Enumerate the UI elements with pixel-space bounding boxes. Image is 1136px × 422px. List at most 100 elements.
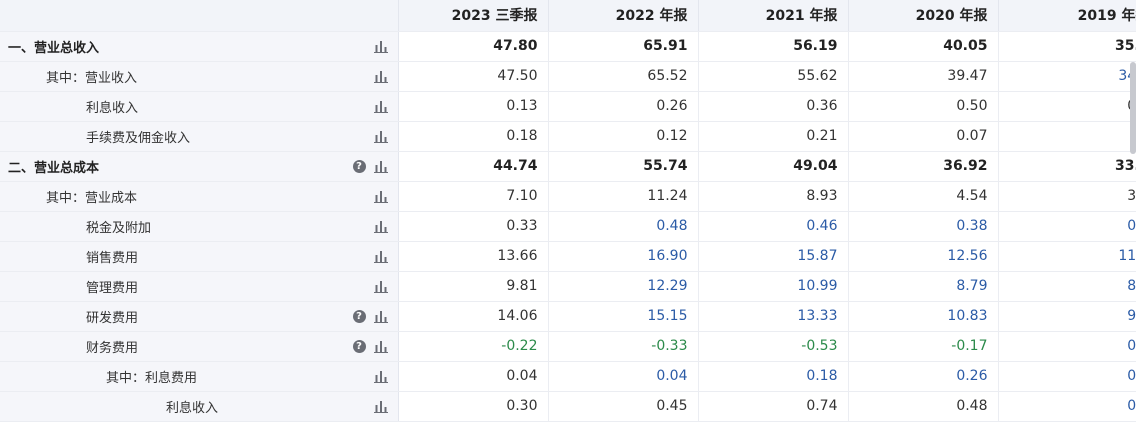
row-label-cell: 销售费用 <box>0 241 399 272</box>
row-label: 一、营业总收入 <box>8 40 100 56</box>
value-cell[interactable]: 12.56 <box>848 241 999 272</box>
row-label-cell: 税金及附加 <box>0 211 399 242</box>
value-cell[interactable]: 9.6 <box>998 301 1136 332</box>
bar-chart-icon[interactable] <box>373 130 388 143</box>
help-icon[interactable]: ? <box>352 310 366 323</box>
value-cell[interactable]: 0.46 <box>698 211 849 242</box>
header-corner <box>0 0 399 32</box>
value-cell: 9.81 <box>398 271 549 302</box>
help-icon[interactable]: ? <box>352 160 366 173</box>
value-cell[interactable]: 0.26 <box>848 361 999 392</box>
column-header[interactable]: 2021 年报 <box>698 0 849 32</box>
bar-chart-icon[interactable] <box>373 370 388 383</box>
bar-chart-icon[interactable] <box>373 250 388 263</box>
row-icons <box>373 272 388 301</box>
value-cell: 7.10 <box>398 181 549 212</box>
row-icons <box>373 392 388 421</box>
bar-chart-icon[interactable] <box>373 340 388 353</box>
value-cell[interactable]: 12.29 <box>548 271 699 302</box>
bar-chart-icon[interactable] <box>373 70 388 83</box>
row-icons <box>373 212 388 241</box>
value-cell: 0.30 <box>398 391 549 422</box>
bar-chart-icon[interactable] <box>373 190 388 203</box>
row-label: 利息收入 <box>166 400 219 416</box>
value-cell[interactable]: 8.2 <box>998 271 1136 302</box>
value-cell: 36.92 <box>848 151 999 182</box>
value-cell: -0.22 <box>398 331 549 362</box>
value-cell[interactable]: 10.99 <box>698 271 849 302</box>
table-header-row: 2023 三季报 2022 年报 2021 年报 2020 年报 2019 年报 <box>0 0 1136 32</box>
value-cell: 0.21 <box>698 121 849 152</box>
help-icon[interactable]: ? <box>352 340 366 353</box>
value-cell[interactable]: 8.79 <box>848 271 999 302</box>
value-cell: 0.26 <box>548 91 699 122</box>
value-cell: 0.12 <box>548 121 699 152</box>
row-icons: ? <box>352 152 388 181</box>
value-cell: 0.13 <box>398 91 549 122</box>
value-cell: 0.45 <box>548 391 699 422</box>
value-cell: 0.74 <box>698 391 849 422</box>
value-cell[interactable]: 0.6 <box>998 361 1136 392</box>
column-header[interactable]: 2023 三季报 <box>398 0 549 32</box>
column-header[interactable]: 2022 年报 <box>548 0 699 32</box>
row-label: 财务费用 <box>86 340 139 356</box>
row-icons: ? <box>352 302 388 331</box>
value-cell: 65.52 <box>548 61 699 92</box>
value-cell: 0.07 <box>848 121 999 152</box>
bar-chart-icon[interactable] <box>373 220 388 233</box>
value-cell[interactable]: 13.33 <box>698 301 849 332</box>
row-label: 其中：营业成本 <box>46 190 138 206</box>
value-cell: 0.04 <box>398 361 549 392</box>
bar-chart-icon[interactable] <box>373 400 388 413</box>
column-header[interactable]: 2020 年报 <box>848 0 999 32</box>
value-cell[interactable]: 15.87 <box>698 241 849 272</box>
value-cell: 14.06 <box>398 301 549 332</box>
value-cell: 44.74 <box>398 151 549 182</box>
column-header[interactable]: 2019 年报 <box>998 0 1136 32</box>
row-icons <box>373 182 388 211</box>
row-icons: ? <box>352 332 388 361</box>
value-cell[interactable]: 0.2 <box>998 391 1136 422</box>
value-cell: 0.36 <box>698 91 849 122</box>
row-icons <box>373 32 388 61</box>
bar-chart-icon[interactable] <box>373 280 388 293</box>
row-label-cell: 一、营业总收入 <box>0 31 399 62</box>
row-label-cell: 财务费用? <box>0 331 399 362</box>
value-cell[interactable]: 0.4 <box>998 211 1136 242</box>
value-cell[interactable]: 34.6 <box>998 61 1136 92</box>
value-cell: -0.33 <box>548 331 699 362</box>
row-label: 二、营业总成本 <box>8 160 100 176</box>
row-label: 其中：利息费用 <box>106 370 198 386</box>
value-cell: 56.19 <box>698 31 849 62</box>
value-cell: 55.62 <box>698 61 849 92</box>
value-cell[interactable]: 0.4 <box>998 331 1136 362</box>
value-cell: 55.74 <box>548 151 699 182</box>
value-cell[interactable]: 0.38 <box>848 211 999 242</box>
bar-chart-icon[interactable] <box>373 310 388 323</box>
value-cell[interactable]: 10.83 <box>848 301 999 332</box>
bar-chart-icon[interactable] <box>373 100 388 113</box>
value-cell[interactable]: 11.0 <box>998 241 1136 272</box>
vertical-scrollbar[interactable] <box>1130 62 1136 154</box>
value-cell[interactable]: 0.04 <box>548 361 699 392</box>
row-label: 销售费用 <box>86 250 139 266</box>
row-label: 手续费及佣金收入 <box>86 130 191 146</box>
value-cell[interactable]: 0.48 <box>548 211 699 242</box>
table-row: 税金及附加 0.330.480.460.380.4 <box>0 211 1136 242</box>
row-label-cell: 其中：利息费用 <box>0 361 399 392</box>
bar-chart-icon[interactable] <box>373 160 388 173</box>
value-cell: 65.91 <box>548 31 699 62</box>
bar-chart-icon[interactable] <box>373 40 388 53</box>
value-cell[interactable]: 16.90 <box>548 241 699 272</box>
value-cell[interactable]: 15.15 <box>548 301 699 332</box>
value-cell: 49.04 <box>698 151 849 182</box>
value-cell[interactable]: 0.18 <box>698 361 849 392</box>
row-label: 研发费用 <box>86 310 139 326</box>
